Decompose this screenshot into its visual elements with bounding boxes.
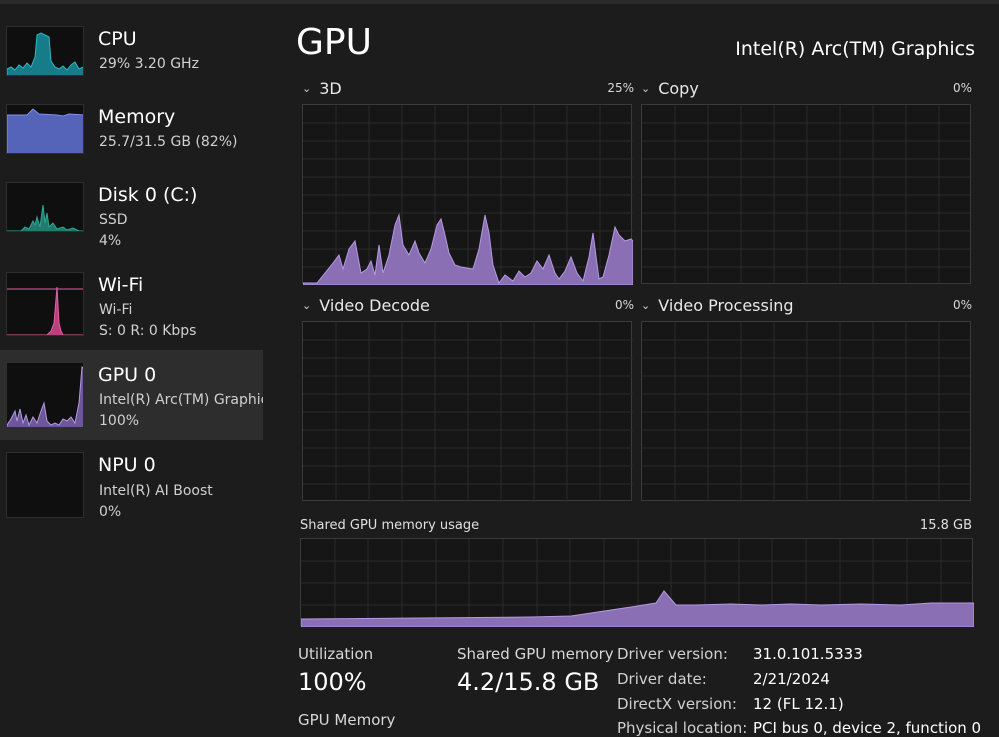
- engine-label: 3D: [319, 79, 342, 98]
- chevron-down-icon: ⌄: [641, 299, 651, 312]
- utilization-label: Utilization: [298, 645, 374, 663]
- sidebar-item-wifi[interactable]: Wi-Fi Wi-Fi S: 0 R: 0 Kbps: [0, 272, 263, 362]
- engine-percent: 25%: [607, 81, 634, 95]
- chevron-down-icon: ⌄: [302, 299, 312, 312]
- cpu-thumbnail-graph: [6, 26, 84, 76]
- info-value: 2/21/2024: [753, 670, 830, 688]
- engine-percent: 0%: [952, 81, 972, 95]
- window-top-border: [0, 0, 999, 4]
- memory-thumbnail-graph: [6, 104, 84, 154]
- sidebar-item-npu[interactable]: NPU 0 Intel(R) AI Boost 0%: [0, 452, 263, 542]
- npu-thumbnail-graph: [6, 452, 84, 518]
- disk-thumbnail-graph: [6, 182, 84, 232]
- wifi-thumbnail-graph: [6, 272, 84, 336]
- sidebar-item-title: Wi-Fi: [98, 274, 144, 296]
- gpu-thumbnail-graph: [6, 362, 84, 428]
- sidebar-item-disk[interactable]: Disk 0 (C:) SSD 4%: [0, 182, 263, 272]
- shared-memory-graph-max: 15.8 GB: [919, 518, 972, 533]
- page-title: GPU: [296, 22, 372, 63]
- info-value: 31.0.101.5333: [753, 645, 863, 663]
- sidebar: CPU 29% 3.20 GHz Memory 25.7/31.5 GB (82…: [0, 4, 265, 731]
- utilization-value: 100%: [298, 668, 367, 696]
- info-label: Driver date:: [617, 670, 707, 688]
- sidebar-item-detail: Intel(R) Arc(TM) Graphics: [99, 392, 263, 408]
- engine-label: Video Decode: [319, 296, 430, 315]
- info-value: 12 (FL 12.1): [753, 695, 844, 713]
- engine-graph-copy: [641, 104, 972, 285]
- engine-graph-video-decode: [302, 321, 633, 502]
- engine-graph-video-processing: [641, 321, 972, 502]
- sidebar-item-title: Disk 0 (C:): [98, 184, 198, 206]
- sidebar-item-detail: Intel(R) AI Boost: [99, 483, 213, 499]
- chevron-down-icon: ⌄: [641, 82, 651, 95]
- sidebar-item-detail-2: 0%: [99, 504, 122, 520]
- sidebar-item-memory[interactable]: Memory 25.7/31.5 GB (82%): [0, 104, 263, 194]
- engine-selector-3d[interactable]: ⌄ 3D: [302, 79, 342, 98]
- engine-percent: 0%: [952, 298, 972, 312]
- sidebar-item-title: Memory: [98, 106, 176, 128]
- chevron-down-icon: ⌄: [302, 82, 312, 95]
- sidebar-item-gpu[interactable]: GPU 0 Intel(R) Arc(TM) Graphics 100%: [0, 350, 263, 440]
- engine-graph-3d: [302, 104, 633, 285]
- sidebar-item-detail: 25.7/31.5 GB (82%): [99, 134, 238, 150]
- gpu-memory-label: GPU Memory: [298, 711, 396, 729]
- engine-label: Copy: [658, 79, 699, 98]
- shared-memory-graph: [300, 538, 974, 627]
- adapter-name: Intel(R) Arc(TM) Graphics: [735, 38, 975, 60]
- sidebar-item-cpu[interactable]: CPU 29% 3.20 GHz: [0, 26, 263, 116]
- shared-gpu-memory-value: 4.2/15.8 GB: [457, 668, 600, 696]
- info-label: Driver version:: [617, 645, 728, 663]
- engine-label: Video Processing: [658, 296, 794, 315]
- shared-memory-graph-label: Shared GPU memory usage: [300, 518, 480, 533]
- shared-gpu-memory-label: Shared GPU memory: [457, 645, 614, 663]
- sidebar-item-detail: 29% 3.20 GHz: [99, 56, 199, 72]
- sidebar-item-title: GPU 0: [98, 364, 157, 386]
- engine-selector-video-processing[interactable]: ⌄ Video Processing: [641, 296, 794, 315]
- info-label: Physical location:: [617, 719, 748, 737]
- engine-selector-copy[interactable]: ⌄ Copy: [641, 79, 699, 98]
- engine-selector-video-decode[interactable]: ⌄ Video Decode: [302, 296, 430, 315]
- info-value: PCI bus 0, device 2, function 0: [753, 719, 982, 737]
- sidebar-item-title: CPU: [98, 28, 137, 50]
- sidebar-item-detail-2: S: 0 R: 0 Kbps: [99, 323, 197, 339]
- sidebar-item-detail: SSD: [99, 212, 128, 228]
- sidebar-item-title: NPU 0: [98, 454, 156, 476]
- info-label: DirectX version:: [617, 695, 737, 713]
- sidebar-item-detail-2: 100%: [99, 413, 140, 429]
- sidebar-item-detail-2: 4%: [99, 233, 122, 249]
- engine-percent: 0%: [614, 298, 634, 312]
- sidebar-item-detail: Wi-Fi: [99, 302, 133, 318]
